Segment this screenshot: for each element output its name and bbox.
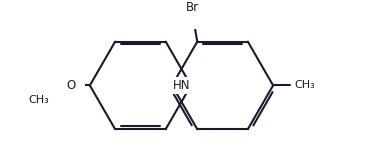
Text: O: O bbox=[66, 79, 75, 92]
Text: CH₃: CH₃ bbox=[29, 94, 49, 105]
Text: Br: Br bbox=[186, 1, 199, 14]
Text: HN: HN bbox=[173, 79, 190, 92]
Text: CH₃: CH₃ bbox=[294, 80, 315, 90]
